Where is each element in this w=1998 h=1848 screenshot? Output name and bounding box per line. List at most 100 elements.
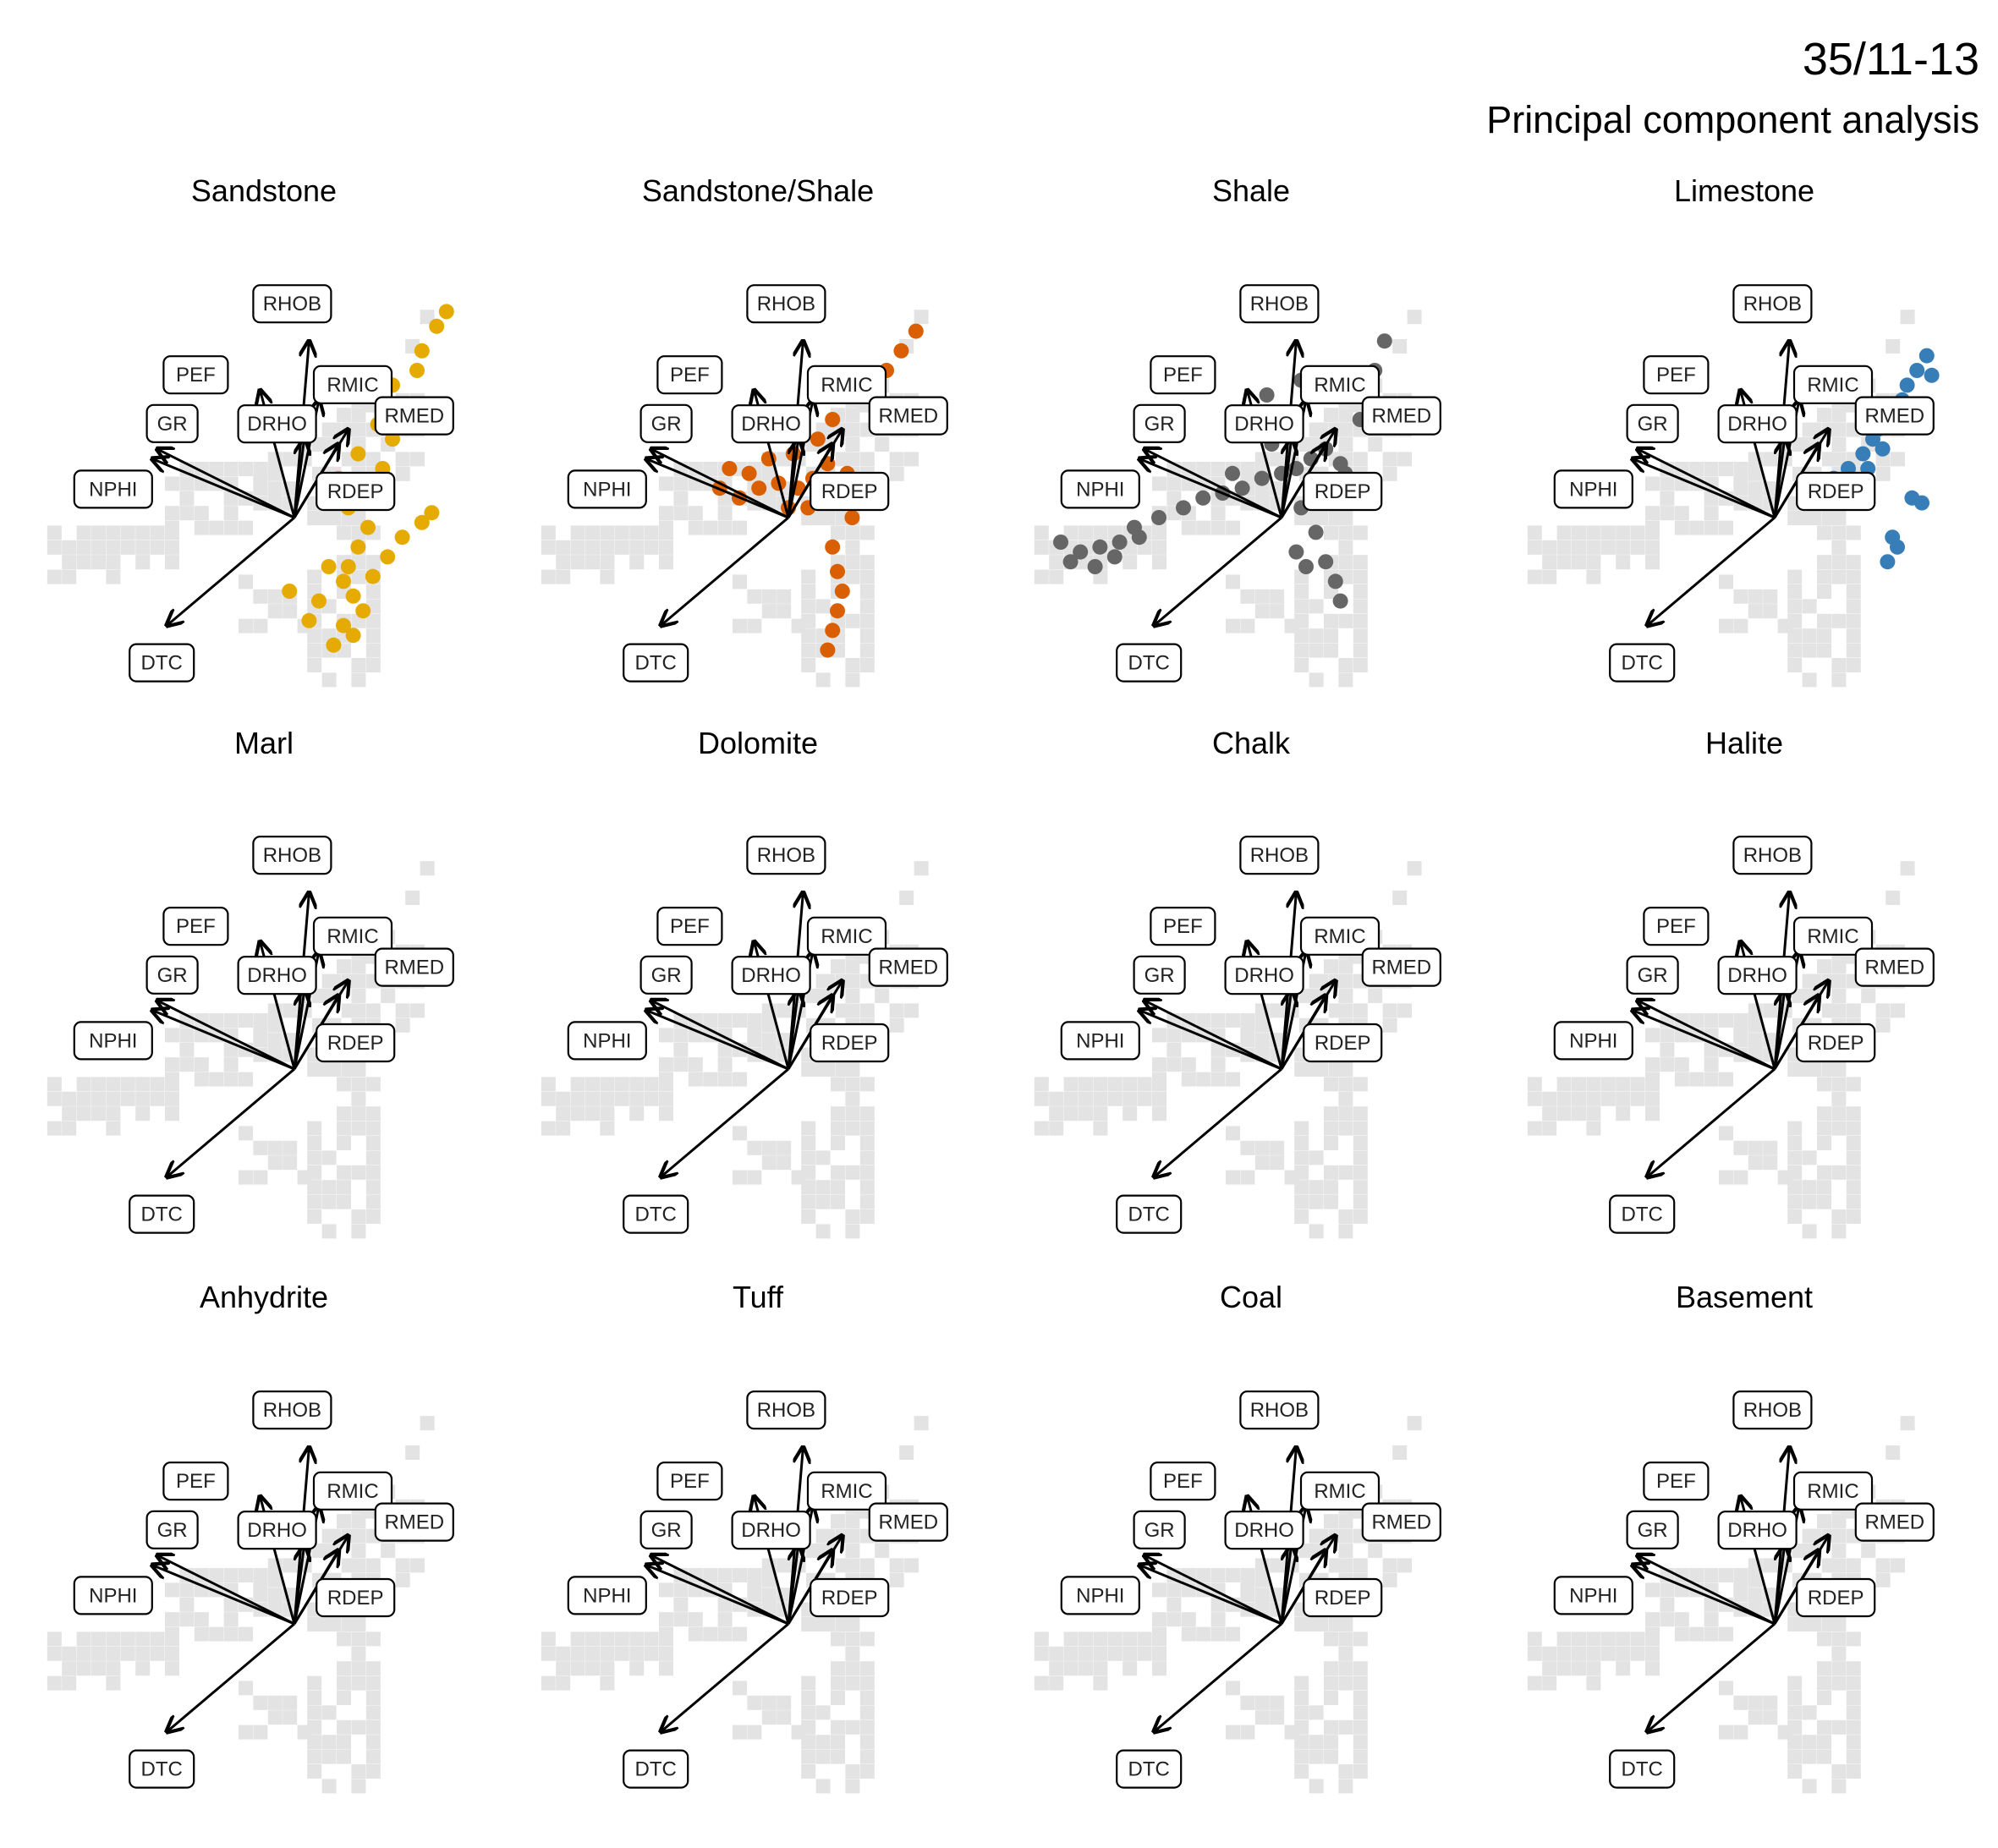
density-cell [733, 618, 747, 633]
density-cell [1338, 422, 1353, 437]
label-box [639, 403, 693, 443]
density-cell [1572, 1631, 1586, 1647]
density-cell [223, 1057, 239, 1072]
density-cell [614, 1631, 629, 1647]
density-cell [62, 1675, 77, 1691]
density-cell [659, 520, 673, 535]
density-cell [365, 1106, 381, 1121]
density-cell [859, 1675, 875, 1691]
label-text: RMED [1371, 957, 1431, 979]
density-cell [845, 1675, 860, 1691]
label-box [623, 1749, 689, 1789]
density-cell [365, 1003, 381, 1018]
density-cell [1210, 506, 1226, 521]
density-cell [1645, 1028, 1660, 1043]
density-cell [1079, 1091, 1093, 1106]
label-text: DTC [635, 1204, 677, 1226]
label-text: NPHI [583, 1029, 631, 1052]
density-cell [614, 525, 629, 540]
data-point [1225, 465, 1240, 481]
density-cell [1338, 1121, 1353, 1136]
loading-label-nphi: NPHI [1553, 1021, 1633, 1061]
data-point [1874, 441, 1891, 457]
label-text: NPHI [1569, 1584, 1617, 1607]
density-cell [777, 1003, 792, 1018]
density-cell [845, 1617, 860, 1631]
density-cell [1719, 1681, 1733, 1696]
density-cell [1353, 555, 1368, 570]
density-cell [1719, 1626, 1733, 1642]
density-cell [1542, 1091, 1557, 1106]
loading-label-rhob: RHOB [746, 1390, 826, 1430]
density-cell [1353, 525, 1368, 540]
data-point [830, 563, 845, 579]
density-cell [570, 1106, 585, 1121]
density-cell [831, 1661, 845, 1676]
density-cell [1353, 613, 1368, 628]
density-cell [859, 1735, 875, 1750]
label-text: RMIC [821, 1480, 872, 1503]
density-cell [1353, 628, 1368, 644]
density-cell [1353, 1077, 1368, 1092]
density-cell [1166, 1057, 1182, 1072]
density-cell [1900, 310, 1915, 325]
density-cell [1802, 511, 1817, 525]
loading-arrow-drho [1773, 439, 1785, 518]
loading-label-nphi: NPHI [1060, 469, 1140, 509]
density-cell [239, 1626, 253, 1642]
density-cell [1802, 422, 1817, 437]
density-cell [629, 1077, 645, 1092]
density-cell [1338, 1779, 1353, 1794]
density-cell [1226, 1013, 1240, 1028]
loading-label-dtc: DTC [129, 643, 195, 683]
density-cell [179, 476, 195, 491]
label-box [316, 471, 396, 512]
density-cell [747, 589, 762, 604]
density-cell [1309, 599, 1324, 614]
label-text: RMIC [1314, 374, 1365, 397]
density-cell [1763, 1003, 1778, 1018]
label-box [567, 469, 647, 509]
label-text: RMED [878, 405, 938, 428]
density-cell [1748, 1140, 1763, 1155]
density-cell [1063, 1091, 1079, 1106]
density-cell [541, 1077, 556, 1092]
density-cell [395, 466, 410, 481]
density-cell [1240, 1170, 1255, 1185]
density-cell [1210, 1626, 1226, 1642]
density-cell [106, 1106, 121, 1121]
density-cell [1831, 1224, 1847, 1239]
data-point [1924, 367, 1940, 383]
density-cell [845, 1165, 860, 1180]
density-cell [1846, 1165, 1861, 1180]
density-cell [600, 1121, 615, 1136]
density-cell [1802, 643, 1817, 658]
density-cell [777, 604, 792, 619]
label-box [1717, 1511, 1798, 1550]
label-box [162, 355, 229, 395]
density-cell [1572, 1077, 1586, 1092]
loading-arrow-nphi [1139, 1565, 1282, 1626]
density-cell [1309, 973, 1324, 989]
label-box [145, 1510, 199, 1549]
density-cell [351, 1558, 366, 1573]
density-cell [859, 1764, 875, 1779]
density-cell [1572, 1106, 1586, 1121]
label-box [623, 643, 689, 683]
label-text: NPHI [89, 1584, 137, 1607]
density-cell [845, 1661, 860, 1676]
loading-label-rhob: RHOB [1732, 836, 1813, 875]
label-box [1150, 907, 1216, 946]
label-box [1150, 1461, 1216, 1501]
label-text: DRHO [1234, 413, 1294, 436]
density-cell [337, 1180, 351, 1195]
data-point [336, 573, 351, 589]
loading-label-rmic: RMIC [312, 916, 393, 956]
density-cell [351, 973, 366, 989]
density-cell [556, 1646, 571, 1661]
label-box [1299, 1471, 1380, 1511]
label-box [312, 365, 393, 404]
density-cell [889, 466, 904, 481]
